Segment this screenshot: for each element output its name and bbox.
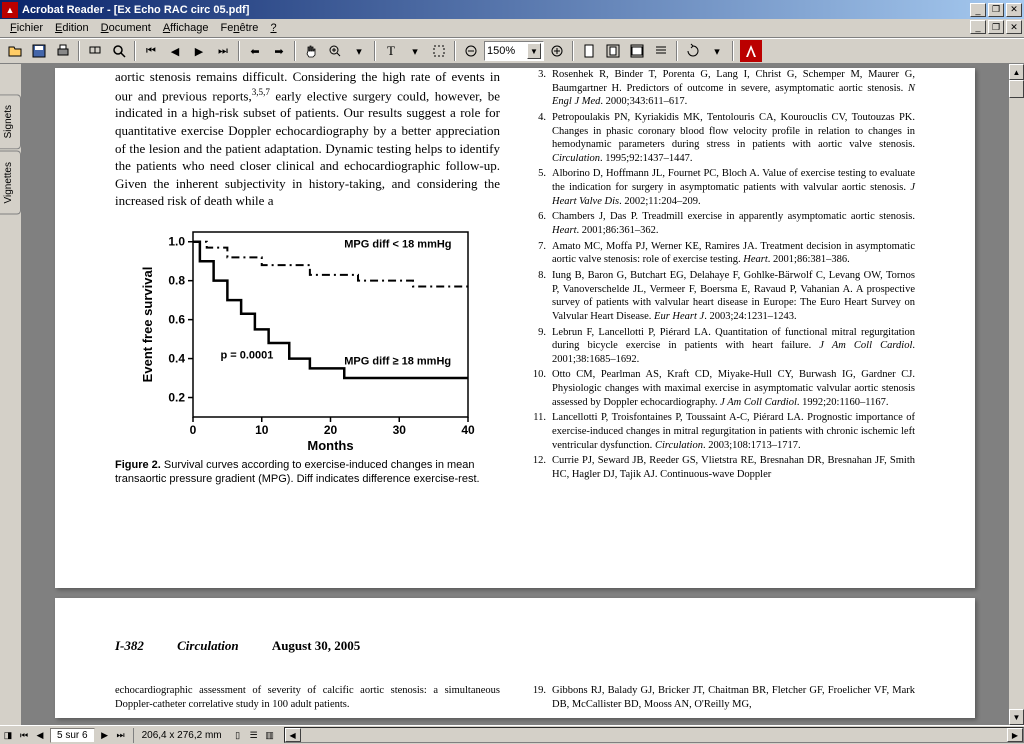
- adobe-logo-icon: [740, 40, 762, 62]
- menu-document[interactable]: Document: [95, 20, 157, 36]
- first-page-button[interactable]: ⏮: [140, 40, 162, 62]
- scroll-left-button[interactable]: ◀: [285, 728, 301, 742]
- svg-text:20: 20: [323, 423, 337, 437]
- svg-text:Event free survival: Event free survival: [140, 266, 155, 382]
- sb-last-page-button[interactable]: ⏭: [113, 727, 129, 743]
- maximize-button[interactable]: ❐: [988, 3, 1004, 17]
- menu-help[interactable]: ?: [264, 20, 282, 36]
- prev-page-button[interactable]: ◀: [164, 40, 186, 62]
- back-button[interactable]: ⬅: [244, 40, 266, 62]
- print-button[interactable]: [52, 40, 74, 62]
- single-page-button[interactable]: ▯: [230, 727, 246, 743]
- status-bar: ◨ ⏮ ◀ 5 sur 6 ▶ ⏭ 206,4 x 276,2 mm ▯ ☰ ▥…: [0, 725, 1024, 744]
- svg-text:30: 30: [392, 423, 406, 437]
- toolbar: ⏮ ◀ ▶ ⏭ ⬅ ➡ ▾ T ▾ 150% ▼ ▾: [0, 38, 1024, 64]
- body-paragraph: aortic stenosis remains difficult. Consi…: [115, 68, 500, 210]
- doc-maximize-button[interactable]: ❐: [988, 20, 1004, 34]
- fit-page-button[interactable]: [602, 40, 624, 62]
- menu-bar: Fichier Edition Document Affichage Fenêt…: [0, 19, 1024, 38]
- fit-width-button[interactable]: [626, 40, 648, 62]
- scroll-right-button[interactable]: ▶: [1007, 728, 1023, 742]
- zoom-dropdown-icon[interactable]: ▼: [527, 43, 541, 59]
- app-icon: ▲: [2, 2, 18, 18]
- svg-text:MPG diff ≥ 18 mmHg: MPG diff ≥ 18 mmHg: [344, 355, 451, 367]
- text-dd-button[interactable]: ▾: [404, 40, 426, 62]
- scroll-up-button[interactable]: ▲: [1009, 64, 1024, 80]
- ref-continuation: echocardiographic assessment of severity…: [115, 684, 500, 711]
- workspace: Signets Vignettes aortic stenosis remain…: [0, 64, 1024, 725]
- hand-tool-button[interactable]: [300, 40, 322, 62]
- svg-text:40: 40: [461, 423, 475, 437]
- facing-button[interactable]: ▥: [262, 727, 278, 743]
- menu-window[interactable]: Fenêtre: [215, 20, 265, 36]
- pdf-page: aortic stenosis remains difficult. Consi…: [55, 68, 975, 588]
- tab-thumbnails[interactable]: Vignettes: [0, 151, 21, 215]
- vertical-scrollbar[interactable]: ▲ ▼: [1008, 64, 1024, 725]
- page-number-box[interactable]: 5 sur 6: [50, 728, 95, 743]
- survival-chart: 0.2 0.4 0.6 0.8 1.0 0 10 20 30 40 Months Event free…: [138, 222, 478, 452]
- svg-text:MPG diff < 18 mmHg: MPG diff < 18 mmHg: [344, 238, 451, 250]
- forward-button[interactable]: ➡: [268, 40, 290, 62]
- figure-caption: Figure 2. Survival curves according to e…: [115, 458, 500, 487]
- save-button[interactable]: [28, 40, 50, 62]
- rotate-button[interactable]: [682, 40, 704, 62]
- open-button[interactable]: [4, 40, 26, 62]
- running-header: I-382 Circulation August 30, 2005: [115, 638, 915, 654]
- menu-view[interactable]: Affichage: [157, 20, 215, 36]
- minimize-button[interactable]: _: [970, 3, 986, 17]
- zoom-in-button[interactable]: [546, 40, 568, 62]
- sidebar: Signets Vignettes: [0, 64, 22, 725]
- sb-next-page-button[interactable]: ▶: [97, 727, 113, 743]
- search-button[interactable]: [108, 40, 130, 62]
- scroll-thumb[interactable]: [1009, 80, 1024, 98]
- reference-list: 3.Rosenhek R, Binder T, Porenta G, Lang …: [530, 68, 915, 482]
- svg-text:0.2: 0.2: [168, 390, 185, 404]
- svg-text:p = 0.0001: p = 0.0001: [220, 349, 273, 361]
- graphics-select-button[interactable]: [428, 40, 450, 62]
- rotate-dd-button[interactable]: ▾: [706, 40, 728, 62]
- find-button[interactable]: [84, 40, 106, 62]
- actual-size-button[interactable]: [578, 40, 600, 62]
- menu-file[interactable]: Fichier: [4, 20, 49, 36]
- svg-text:10: 10: [255, 423, 269, 437]
- svg-text:0: 0: [189, 423, 196, 437]
- page-dimensions: 206,4 x 276,2 mm: [133, 728, 230, 743]
- document-area[interactable]: aortic stenosis remains difficult. Consi…: [22, 64, 1008, 725]
- close-button[interactable]: ✕: [1006, 3, 1022, 17]
- continuous-button[interactable]: ☰: [246, 727, 262, 743]
- figure-2: 0.2 0.4 0.6 0.8 1.0 0 10 20 30 40 Months Event free…: [115, 222, 500, 487]
- doc-close-button[interactable]: ✕: [1006, 20, 1022, 34]
- title-bar: ▲ Acrobat Reader - [Ex Echo RAC circ 05.…: [0, 0, 1024, 19]
- tab-bookmarks[interactable]: Signets: [0, 94, 21, 149]
- sb-prev-page-button[interactable]: ◀: [32, 727, 48, 743]
- toggle-pane-button[interactable]: ◨: [0, 727, 16, 743]
- window-title: Acrobat Reader - [Ex Echo RAC circ 05.pd…: [22, 4, 970, 16]
- menu-edit[interactable]: Edition: [49, 20, 95, 36]
- zoom-combo[interactable]: 150% ▼: [484, 41, 544, 61]
- next-page-button[interactable]: ▶: [188, 40, 210, 62]
- svg-text:1.0: 1.0: [168, 234, 185, 248]
- scroll-track[interactable]: [1009, 80, 1024, 709]
- reflow-button[interactable]: [650, 40, 672, 62]
- svg-text:0.6: 0.6: [168, 312, 185, 326]
- svg-text:0.8: 0.8: [168, 273, 185, 287]
- horizontal-scrollbar[interactable]: ◀ ▶: [284, 727, 1024, 743]
- zoom-dd-button[interactable]: ▾: [348, 40, 370, 62]
- reference-list: 19.Gibbons RJ, Balady GJ, Bricker JT, Ch…: [530, 684, 915, 711]
- text-select-button[interactable]: T: [380, 40, 402, 62]
- last-page-button[interactable]: ⏭: [212, 40, 234, 62]
- scroll-down-button[interactable]: ▼: [1009, 709, 1024, 725]
- svg-text:0.4: 0.4: [168, 351, 185, 365]
- zoom-tool-button[interactable]: [324, 40, 346, 62]
- sb-first-page-button[interactable]: ⏮: [16, 727, 32, 743]
- svg-text:Months: Months: [307, 438, 353, 452]
- zoom-value: 150%: [487, 45, 515, 57]
- pdf-page: I-382 Circulation August 30, 2005 echoca…: [55, 598, 975, 718]
- doc-minimize-button[interactable]: _: [970, 20, 986, 34]
- zoom-out-button[interactable]: [460, 40, 482, 62]
